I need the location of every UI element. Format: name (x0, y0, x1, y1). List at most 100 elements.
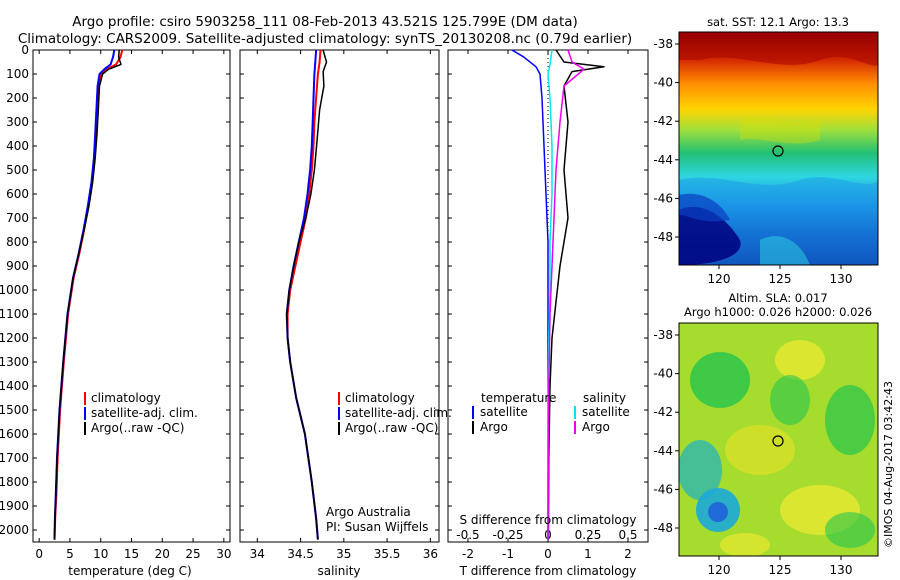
header-line-1: Argo profile: csiro 5903258_111 08-Feb-2… (72, 14, 578, 30)
x-tick-label: 15 (124, 547, 139, 561)
y-tick-label: 800 (6, 235, 29, 249)
y-tick-label: 1600 (0, 427, 29, 441)
series-line-argo (547, 49, 605, 540)
x-tick-label: 10 (93, 547, 108, 561)
temperature-chart: 0 5 10 15 20 25 300100200300400500600700800900… (0, 43, 231, 561)
x-tick-label: -1 (502, 547, 514, 561)
y-tick-label: 1800 (0, 475, 29, 489)
salinity-panel-frame (239, 49, 440, 543)
temperature-panel-frame (32, 49, 231, 543)
temperature-legend: climatology satellite-adj. clim. Argo(..… (84, 391, 198, 435)
lat-tick-label: -48 (653, 521, 673, 535)
x-tick-label: 0 (35, 547, 43, 561)
legend-argo: Argo(..raw -QC) (91, 421, 184, 435)
x-tick-label: 0 (544, 547, 552, 561)
series-line-climatology (286, 49, 322, 540)
s-tick-label: -0.5 (456, 528, 479, 542)
y-tick-label: 1200 (0, 331, 29, 345)
y-tick-label: 1500 (0, 403, 29, 417)
sst-map: sat. SST: 12.1 Argo: 13.3 -38 -40 -42 -44 -4… (653, 15, 879, 286)
series-line-argo (547, 49, 585, 540)
y-tick-label: 300 (6, 115, 29, 129)
salinity-axis-label: salinity (317, 564, 360, 578)
lat-tick-label: -46 (653, 482, 673, 496)
legend-title-salinity: salinity (583, 391, 626, 405)
x-tick-label: -2 (462, 547, 474, 561)
lon-tick-label: 120 (708, 272, 731, 286)
lat-tick-label: -44 (653, 444, 673, 458)
diff-legend-s-satellite: satellite (582, 405, 630, 419)
x-tick-label: 35 (336, 547, 351, 561)
sla-map-axes: -38 -40 -42 -44 -46 -48 120 125 130 (653, 328, 852, 577)
legend-satellite-adj: satellite-adj. clim. (91, 406, 198, 420)
sst-map-title: sat. SST: 12.1 Argo: 13.3 (707, 15, 849, 29)
x-tick-label: 1 (584, 547, 592, 561)
y-tick-label: 100 (6, 67, 29, 81)
lat-tick-label: -48 (653, 230, 673, 244)
y-tick-label: 1900 (0, 499, 29, 513)
lat-tick-label: -42 (653, 405, 673, 419)
lon-tick-label: 120 (708, 563, 731, 577)
difference-legend: temperature salinity satellite Argo sate… (472, 391, 630, 434)
lat-tick-label: -38 (653, 328, 673, 342)
lon-tick-label: 130 (830, 563, 853, 577)
y-tick-label: 400 (6, 139, 29, 153)
t-difference-axis-label: T difference from climatology (459, 564, 637, 578)
s-tick-label: 0.25 (575, 528, 602, 542)
x-tick-label: 36 (423, 547, 438, 561)
salinity-legend: climatology satellite-adj. clim. Argo(..… (338, 391, 452, 435)
series-line-satellite (511, 49, 549, 540)
sla-map-title-2: Argo h1000: 0.026 h2000: 0.026 (684, 305, 872, 319)
temperature-axis-label: temperature (deg C) (68, 564, 191, 578)
lat-tick-label: -38 (653, 37, 673, 51)
sla-map: Altim. SLA: 0.017 Argo h1000: 0.026 h200… (653, 291, 879, 577)
lat-tick-label: -44 (653, 153, 673, 167)
diff-legend-t-satellite: satellite (480, 405, 528, 419)
x-tick-label: 2 (624, 547, 632, 561)
salinity-chart: 34 34.5 35 35.5 36 (240, 49, 439, 561)
diff-legend-s-argo: Argo (582, 420, 610, 434)
s-difference-axis-label: S difference from climatology (460, 513, 637, 527)
y-tick-label: 700 (6, 211, 29, 225)
legend-climatology: climatology (91, 391, 161, 405)
diff-legend-t-argo: Argo (480, 420, 508, 434)
sal-legend-argo: Argo(..raw -QC) (345, 421, 438, 435)
x-tick-label: 25 (185, 547, 200, 561)
y-tick-label: 0 (21, 43, 29, 57)
sla-map-title-1: Altim. SLA: 0.017 (728, 291, 827, 305)
y-tick-label: 600 (6, 187, 29, 201)
s-tick-label: -0.25 (492, 528, 523, 542)
lat-tick-label: -40 (653, 76, 673, 90)
lat-tick-label: -40 (653, 367, 673, 381)
lat-tick-label: -46 (653, 191, 673, 205)
y-tick-label: 1700 (0, 451, 29, 465)
argo-australia-label: Argo Australia (326, 505, 411, 519)
series-line-satellite-adj-clim- (53, 49, 116, 540)
x-tick-label: 35.5 (374, 547, 401, 561)
x-tick-label: 34 (250, 547, 265, 561)
y-tick-label: 900 (6, 259, 29, 273)
lon-tick-label: 130 (830, 272, 853, 286)
header-line-2: Climatology: CARS2009. Satellite-adjuste… (18, 31, 632, 47)
y-tick-label: 1000 (0, 283, 29, 297)
y-tick-label: 1100 (0, 307, 29, 321)
lon-tick-label: 125 (769, 563, 792, 577)
sst-argo-location-marker (772, 145, 784, 157)
sst-map-axes: -38 -40 -42 -44 -46 -48 120 125 130 (653, 37, 852, 286)
y-tick-label: 1300 (0, 355, 29, 369)
s-tick-label: 0.5 (618, 528, 637, 542)
x-tick-label: 34.5 (287, 547, 314, 561)
series-line-argo-raw-qc- (53, 49, 122, 540)
imos-credit: ©IMOS 04-Aug-2017 03:42:43 (882, 381, 895, 548)
y-tick-label: 2000 (0, 523, 29, 537)
x-tick-label: 20 (155, 547, 170, 561)
sal-legend-climatology: climatology (345, 391, 415, 405)
lat-tick-label: -42 (653, 114, 673, 128)
y-tick-label: 500 (6, 163, 29, 177)
series-line-argo-raw-qc- (285, 49, 328, 540)
x-tick-label: 30 (216, 547, 231, 561)
series-line-satellite-adj-clim- (285, 49, 319, 540)
sla-argo-location-marker (772, 435, 784, 447)
